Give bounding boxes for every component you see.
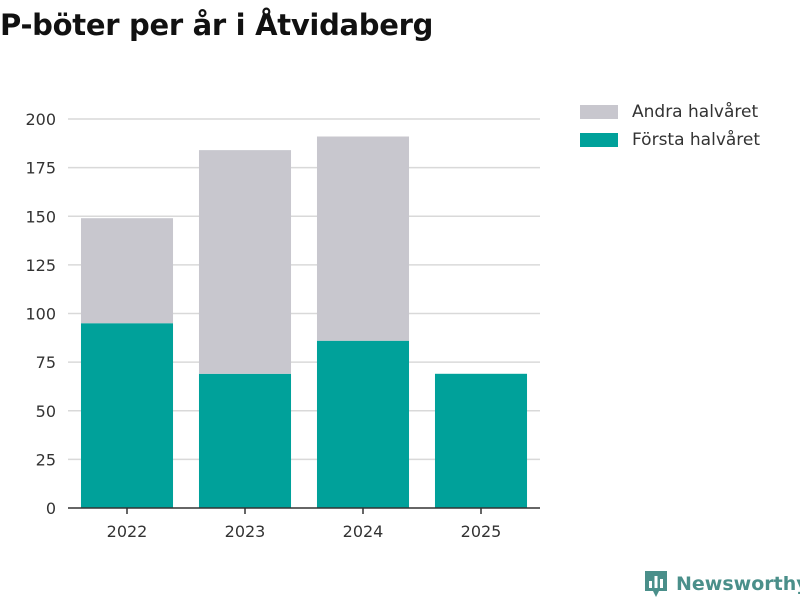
- x-tick-label-2024: 2024: [343, 522, 384, 541]
- bar-andra-2023: [198, 150, 292, 374]
- legend-label-andra: Andra halvåret: [632, 102, 759, 122]
- y-tick-label-125: 125: [25, 256, 56, 275]
- brand-name: Newsworthy: [676, 573, 800, 595]
- y-tick-label-150: 150: [25, 207, 56, 226]
- bar-andra-2024: [316, 136, 410, 341]
- y-tick-label-50: 50: [36, 402, 56, 421]
- legend-label-forsta: Första halvåret: [632, 130, 761, 150]
- y-tick-label-100: 100: [25, 305, 56, 324]
- y-tick-label-25: 25: [36, 450, 56, 469]
- bar-forsta-2025: [434, 373, 528, 508]
- x-tick-label-2023: 2023: [225, 522, 266, 541]
- bar-forsta-2024: [316, 340, 410, 508]
- bar-forsta-2023: [198, 373, 292, 508]
- x-tick-label-2025: 2025: [461, 522, 502, 541]
- legend-item-andra: Andra halvåret: [580, 98, 760, 126]
- bar-andra-2022: [80, 218, 174, 324]
- y-tick-label-0: 0: [46, 499, 56, 518]
- chart-title: P-böter per år i Åtvidaberg: [0, 8, 434, 42]
- y-tick-label-175: 175: [25, 159, 56, 178]
- legend-item-forsta: Första halvåret: [580, 126, 760, 154]
- y-tick-label-200: 200: [25, 110, 56, 129]
- brand: Newsworthy: [644, 570, 800, 598]
- legend-swatch-forsta: [580, 133, 618, 147]
- newsworthy-logo-icon: [645, 571, 667, 597]
- y-tick-label-75: 75: [36, 353, 56, 372]
- legend-swatch-andra: [580, 105, 618, 119]
- bar-forsta-2022: [80, 323, 174, 508]
- legend: Andra halvåret Första halvåret: [580, 98, 760, 154]
- x-tick-label-2022: 2022: [107, 522, 148, 541]
